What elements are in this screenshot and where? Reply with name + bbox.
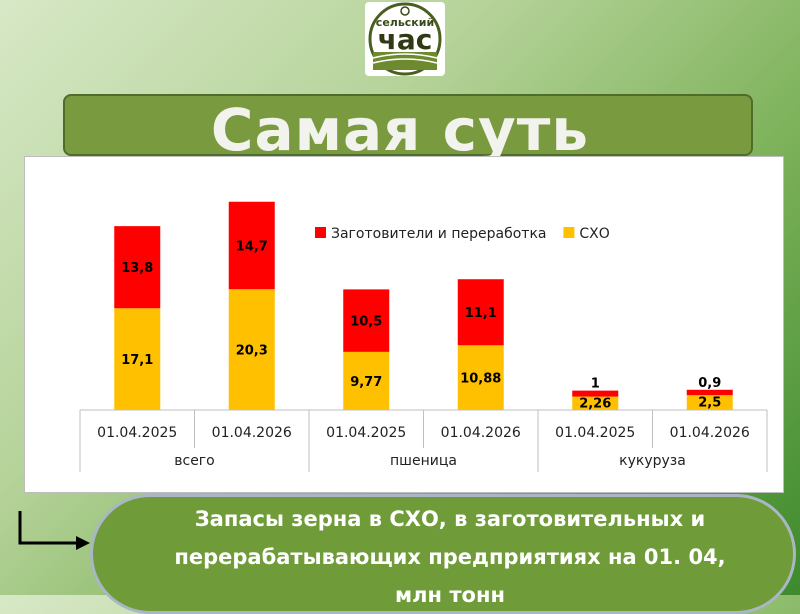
caption-line-2: перерабатывающих предприятиях на 01. 04, [174, 545, 726, 569]
x-tick-label: 01.04.2025 [326, 425, 406, 441]
legend-label: Заготовители и переработка [331, 226, 546, 242]
caption-box [90, 494, 796, 614]
group-label: всего [174, 453, 214, 469]
page-title: Самая суть [210, 96, 590, 164]
group-label: пшеница [390, 453, 457, 469]
data-label-sxo: 2,26 [579, 396, 611, 411]
legend-swatch [563, 227, 575, 238]
data-label-procurement: 14,7 [236, 239, 268, 254]
x-tick-label: 01.04.2026 [670, 425, 750, 441]
data-label-sxo: 2,5 [698, 396, 721, 411]
x-tick-label: 01.04.2025 [555, 425, 635, 441]
caption-text: Запасы зерна в СХО, в заготовительных и … [130, 500, 770, 614]
bar-sxo [343, 351, 390, 410]
legend-label: СХО [579, 226, 609, 242]
chart-area: 17,1 13,8 20,3 14,7 9,77 10,5 10,88 11,1 2,26 1 2,… [24, 156, 784, 493]
data-label-procurement: 11,1 [465, 306, 497, 321]
bar-procurement [228, 201, 275, 290]
bar-sxo [572, 396, 619, 410]
arrow-icon [18, 511, 90, 550]
group-label: кукуруза [619, 453, 686, 469]
bar-sxo [114, 308, 161, 410]
bars-layer: 17,1 13,8 20,3 14,7 9,77 10,5 10,88 11,1 2,26 1 2,… [114, 201, 733, 411]
legend-swatch [315, 227, 326, 238]
bar-procurement [686, 389, 733, 396]
data-label-sxo: 10,88 [460, 372, 501, 387]
bar-procurement [572, 390, 619, 397]
x-tick-label: 01.04.2026 [212, 425, 292, 441]
logo-text-top: сельский [376, 16, 434, 29]
logo-emblem: сельский час [368, 2, 442, 76]
data-label-sxo: 20,3 [236, 344, 268, 359]
bar-procurement [457, 279, 504, 346]
x-tick-label: 01.04.2026 [441, 425, 521, 441]
data-label-sxo: 17,1 [121, 353, 153, 368]
title-banner [63, 94, 753, 156]
bar-procurement [343, 289, 390, 352]
caption-line-3: млн тонн [395, 583, 505, 607]
data-label-procurement: 10,5 [350, 315, 382, 330]
data-label-procurement: 13,8 [121, 261, 153, 276]
bar-procurement [114, 226, 161, 309]
category-axis: 01.04.2025 01.04.2026 01.04.2025 01.04.2026… [79, 409, 768, 472]
bar-sxo [686, 395, 733, 410]
x-tick-label: 01.04.2025 [97, 425, 177, 441]
bar-chart: 17,1 13,8 20,3 14,7 9,77 10,5 10,88 11,1 2,26 1 2,… [79, 201, 768, 472]
logo: сельский час [365, 2, 445, 76]
data-label-procurement: 0,9 [698, 376, 721, 391]
data-label-sxo: 9,77 [350, 375, 382, 390]
data-label-procurement: 1 [591, 377, 600, 392]
bar-sxo [228, 289, 275, 410]
chart-legend: Заготовители и переработка СХО [315, 226, 610, 242]
caption-line-1: Запасы зерна в СХО, в заготовительных и [194, 507, 706, 531]
bar-sxo [457, 345, 504, 410]
logo-text-main: час [378, 23, 433, 56]
